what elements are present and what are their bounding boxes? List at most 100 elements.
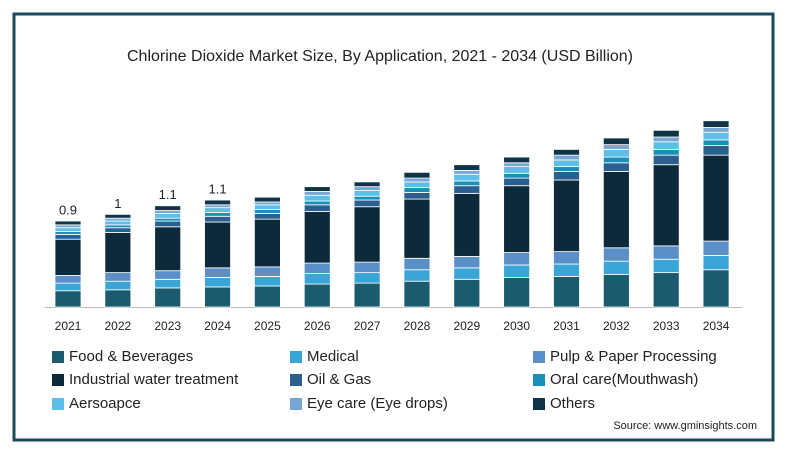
bar-segment [702,139,730,147]
total-label: 1.1 [159,187,177,202]
legend-swatch [52,374,64,386]
legend-swatch [533,398,545,410]
bar-segment [303,186,331,192]
bar-segment [453,164,481,171]
bar-segment [54,231,82,235]
bar-segment [253,285,281,308]
legend-swatch [52,398,64,410]
source: Source: www.gminsights.com [613,420,757,432]
bar-segment [503,156,531,164]
bar-segment [602,170,630,249]
bar-segment [154,213,182,219]
bar-segment [54,275,82,284]
bar-segment [403,181,431,189]
bar-segment [602,162,630,172]
bar-segment [503,252,531,266]
chart-title: Chlorine Dioxide Market Size, By Applica… [127,48,633,65]
bar-segment [503,276,531,308]
x-tick-label: 2028 [404,319,431,333]
bar-segment [652,272,680,308]
bar-segment [253,209,281,214]
bar-segment [553,276,580,308]
bar-segment [453,170,481,175]
legend-swatch [290,351,302,363]
bar-segment [104,232,132,274]
x-tick-label: 2030 [503,319,530,333]
bar-segment [104,217,132,222]
bar-segment [403,187,431,193]
bar-segment [602,144,630,150]
bar-segment [104,213,132,219]
legend-swatch [533,374,545,386]
bar-segment [54,224,82,229]
bar-segment [104,272,132,282]
bar-segment [503,185,531,253]
bar-segment [154,287,182,308]
bar-segment [702,127,730,133]
bar-segment [104,220,132,226]
bar-segment [652,129,680,138]
bar-segment [204,276,231,288]
bar-segment [602,156,630,164]
x-tick-label: 2022 [104,319,131,333]
bar-segment [253,266,281,277]
bar-segment [303,191,331,196]
bar-segment [453,267,481,280]
bar-segment [253,196,281,203]
bar-segment [702,240,730,256]
bar-segment [403,269,431,282]
legend-swatch [533,351,545,363]
bar-segment [54,227,82,232]
bar-segment [353,181,381,188]
x-tick-label: 2027 [354,319,381,333]
bar-segment [303,204,331,212]
bar-segment [204,286,231,308]
x-tick-label: 2029 [453,319,480,333]
bar-segment [204,221,231,269]
x-tick-label: 2032 [603,319,630,333]
bar-segment [702,154,730,242]
bar-segment [154,205,182,211]
x-tick-label: 2025 [254,319,281,333]
bar-segment [453,180,481,187]
bar-segment [204,267,231,278]
x-tick-label: 2021 [55,319,82,333]
x-tick-label: 2024 [204,319,231,333]
bar-segment [353,282,381,308]
bar-segment [353,261,381,274]
total-label: 0.9 [59,202,77,217]
total-label: 1.1 [209,181,227,196]
bar-segment [204,212,231,217]
bar-segment [154,270,182,280]
bar-segment [652,154,680,166]
bar-segment [602,149,630,158]
bar-segment [403,257,431,271]
bar-segment [204,204,231,209]
bar-segment [154,226,182,272]
bar-segment [652,164,680,247]
bar-segment [702,120,730,128]
total-label: 1 [114,196,121,211]
bar-segment [204,207,231,213]
legend-label: Oil & Gas [307,371,371,388]
bar-segment [54,220,82,226]
legend-label: Medical [307,348,359,365]
bar-segment [253,201,281,206]
bar-segment [553,251,580,265]
bar-segment [154,210,182,214]
bar-segment [553,263,580,277]
bar-segment [54,282,82,292]
x-tick-label: 2023 [154,319,181,333]
legend-label: Oral care(Mouthwash) [550,371,698,388]
bar-segment [403,177,431,183]
bar-segment [602,247,630,262]
x-tick-label: 2031 [553,319,580,333]
legend-swatch [52,351,64,363]
bar-segment [403,280,431,308]
bar-segment [602,274,630,308]
bar-segment [204,215,231,223]
bar-segment [652,149,680,156]
bar-segment [353,195,381,201]
bar-segment [54,290,82,308]
bar-segment [453,185,481,194]
